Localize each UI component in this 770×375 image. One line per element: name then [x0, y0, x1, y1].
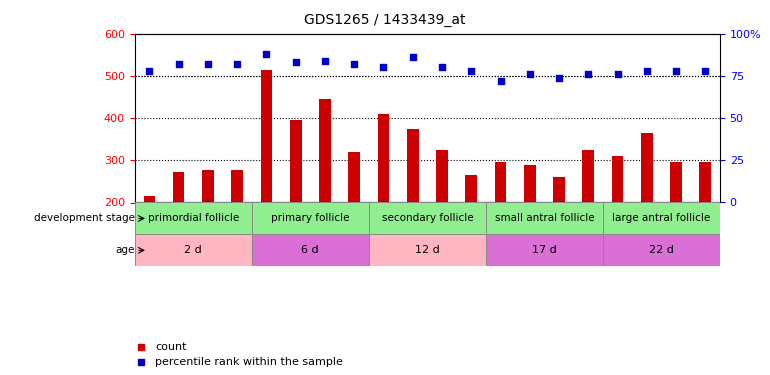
Point	[377, 64, 390, 70]
Text: small antral follicle: small antral follicle	[494, 213, 594, 223]
Bar	[524, 165, 536, 202]
Bar	[465, 175, 477, 202]
Point	[202, 61, 214, 67]
Text: development stage: development stage	[34, 213, 135, 223]
Text: primary follicle: primary follicle	[271, 213, 350, 223]
Point	[465, 68, 477, 74]
Bar	[143, 196, 156, 202]
Text: count: count	[156, 342, 187, 352]
Bar	[231, 170, 243, 202]
Text: primordial follicle: primordial follicle	[148, 213, 239, 223]
Bar	[252, 234, 369, 266]
Text: 17 d: 17 d	[532, 245, 557, 255]
Text: secondary follicle: secondary follicle	[382, 213, 473, 223]
Text: 22 d: 22 d	[649, 245, 674, 255]
Bar	[603, 234, 720, 266]
Bar	[407, 129, 419, 202]
Point	[407, 54, 419, 60]
Bar	[582, 150, 594, 202]
Point	[348, 61, 360, 67]
Point	[582, 71, 594, 77]
Bar	[369, 234, 486, 266]
Point	[172, 61, 185, 67]
Bar	[670, 162, 682, 202]
Bar	[369, 202, 486, 234]
Bar	[486, 202, 603, 234]
Point	[494, 78, 507, 84]
Bar	[486, 234, 603, 266]
Point	[524, 71, 536, 77]
Bar	[135, 234, 252, 266]
Bar	[172, 172, 185, 202]
Point	[553, 75, 565, 81]
Text: percentile rank within the sample: percentile rank within the sample	[156, 357, 343, 367]
Bar	[553, 177, 565, 203]
Text: large antral follicle: large antral follicle	[612, 213, 711, 223]
Point	[290, 59, 302, 65]
Bar	[494, 162, 507, 202]
Bar	[436, 150, 448, 202]
Point	[260, 51, 273, 57]
Text: 6 d: 6 d	[302, 245, 319, 255]
Point	[699, 68, 711, 74]
Text: 2 d: 2 d	[184, 245, 203, 255]
Point	[611, 71, 624, 77]
Bar	[290, 120, 302, 202]
Bar	[377, 114, 390, 202]
Point	[436, 64, 448, 70]
Text: GDS1265 / 1433439_at: GDS1265 / 1433439_at	[304, 13, 466, 27]
Bar	[611, 156, 624, 203]
Text: 12 d: 12 d	[415, 245, 440, 255]
Bar	[603, 202, 720, 234]
Bar	[699, 162, 711, 202]
Text: age: age	[116, 245, 135, 255]
Bar	[202, 170, 214, 202]
Bar	[252, 202, 369, 234]
Bar	[135, 202, 252, 234]
Bar	[319, 99, 331, 202]
Point	[319, 58, 331, 64]
Bar	[348, 152, 360, 202]
Point	[231, 61, 243, 67]
Bar	[260, 70, 273, 202]
Point	[641, 68, 653, 74]
Point	[670, 68, 682, 74]
Bar	[641, 133, 653, 202]
Point	[143, 68, 156, 74]
